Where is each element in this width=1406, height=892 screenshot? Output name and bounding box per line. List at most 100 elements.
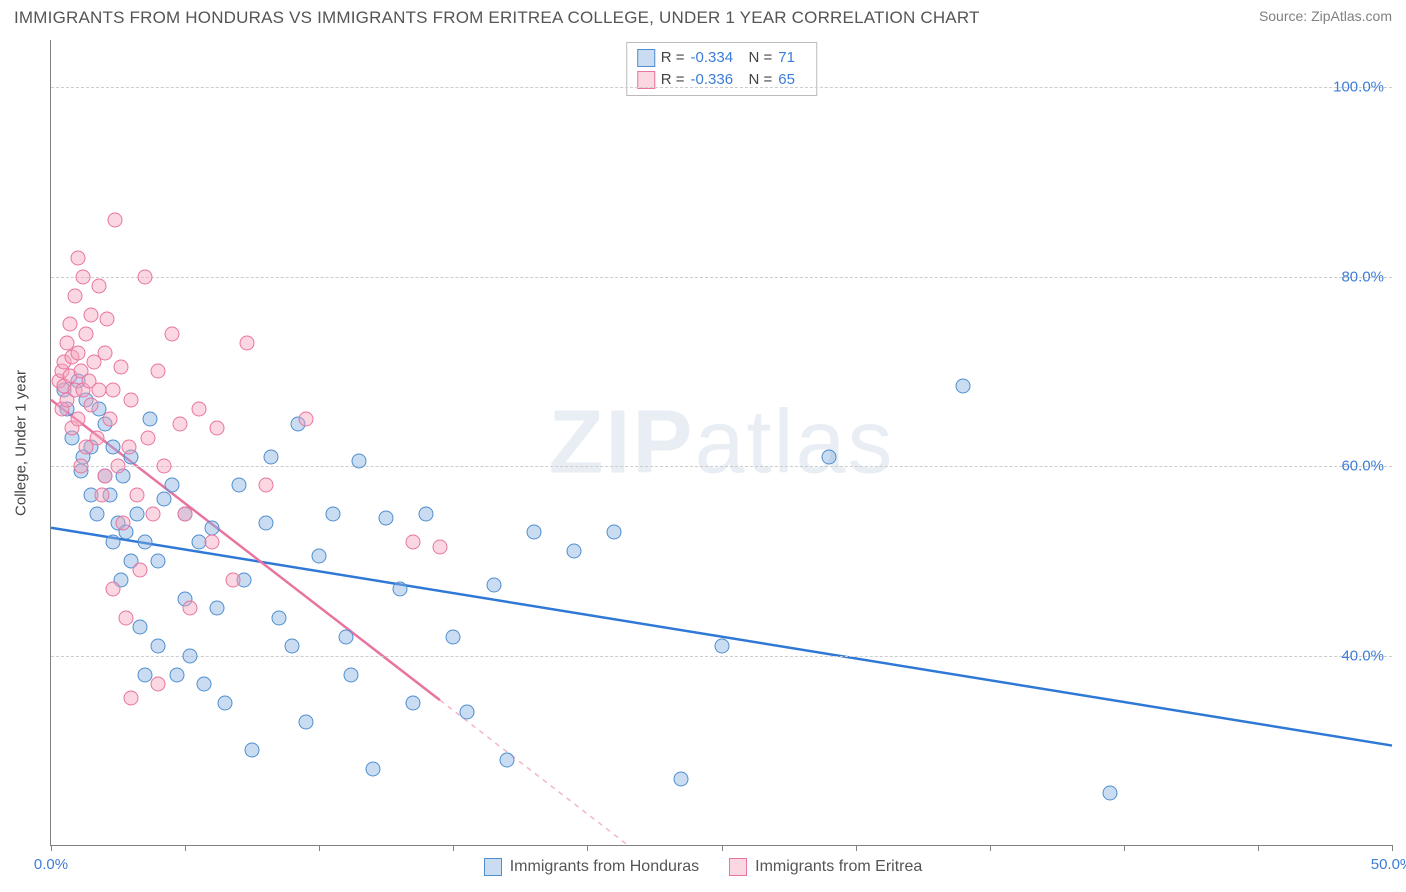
data-point xyxy=(196,677,211,692)
x-tick xyxy=(722,845,723,851)
legend-swatch xyxy=(484,858,502,876)
data-point xyxy=(365,762,380,777)
data-point xyxy=(178,506,193,521)
data-point xyxy=(607,525,622,540)
source-label: Source: ZipAtlas.com xyxy=(1259,8,1392,24)
data-point xyxy=(137,667,152,682)
data-point xyxy=(218,695,233,710)
data-point xyxy=(89,506,104,521)
data-point xyxy=(140,430,155,445)
legend-swatch xyxy=(729,858,747,876)
data-point xyxy=(132,563,147,578)
data-point xyxy=(100,312,115,327)
data-point xyxy=(344,667,359,682)
data-point xyxy=(151,677,166,692)
data-point xyxy=(97,345,112,360)
y-axis-label: College, Under 1 year xyxy=(13,370,30,516)
data-point xyxy=(103,411,118,426)
x-tick xyxy=(51,845,52,851)
data-point xyxy=(325,506,340,521)
data-point xyxy=(183,601,198,616)
data-point xyxy=(151,553,166,568)
data-point xyxy=(137,269,152,284)
data-point xyxy=(151,364,166,379)
data-point xyxy=(129,487,144,502)
data-point xyxy=(210,601,225,616)
data-point xyxy=(258,516,273,531)
data-point xyxy=(78,326,93,341)
gridline xyxy=(51,277,1392,278)
data-point xyxy=(94,487,109,502)
n-label: N = xyxy=(749,47,773,69)
legend-series-label: Immigrants from Eritrea xyxy=(755,858,922,876)
data-point xyxy=(183,648,198,663)
chart-plot-area: College, Under 1 year ZIPatlas R =-0.334… xyxy=(50,40,1392,846)
data-point xyxy=(191,402,206,417)
data-point xyxy=(137,534,152,549)
data-point xyxy=(164,326,179,341)
x-tick xyxy=(1392,845,1393,851)
data-point xyxy=(62,317,77,332)
data-point xyxy=(105,383,120,398)
data-point xyxy=(204,534,219,549)
r-value: -0.334 xyxy=(691,47,743,69)
data-point xyxy=(446,629,461,644)
data-point xyxy=(108,212,123,227)
data-point xyxy=(406,534,421,549)
data-point xyxy=(285,639,300,654)
data-point xyxy=(231,478,246,493)
x-tick xyxy=(1258,845,1259,851)
gridline xyxy=(51,87,1392,88)
data-point xyxy=(566,544,581,559)
data-point xyxy=(339,629,354,644)
data-point xyxy=(271,610,286,625)
n-value: 71 xyxy=(778,47,806,69)
data-point xyxy=(68,288,83,303)
data-point xyxy=(172,416,187,431)
data-point xyxy=(105,440,120,455)
data-point xyxy=(70,250,85,265)
x-tick xyxy=(319,845,320,851)
data-point xyxy=(124,691,139,706)
data-point xyxy=(143,411,158,426)
data-point xyxy=(92,279,107,294)
data-point xyxy=(70,411,85,426)
data-point xyxy=(432,539,447,554)
data-point xyxy=(111,459,126,474)
data-point xyxy=(486,577,501,592)
data-point xyxy=(151,639,166,654)
legend-series-item: Immigrants from Eritrea xyxy=(729,858,922,876)
legend-stats-row: R = -0.334 N =71 xyxy=(637,47,807,69)
data-point xyxy=(84,307,99,322)
data-point xyxy=(352,454,367,469)
data-point xyxy=(105,534,120,549)
data-point xyxy=(499,752,514,767)
data-point xyxy=(263,449,278,464)
x-tick xyxy=(453,845,454,851)
data-point xyxy=(674,771,689,786)
legend-swatch xyxy=(637,49,655,67)
data-point xyxy=(129,506,144,521)
data-point xyxy=(226,572,241,587)
y-tick-label: 100.0% xyxy=(1333,79,1384,96)
x-tick xyxy=(185,845,186,851)
data-point xyxy=(298,411,313,426)
data-point xyxy=(379,511,394,526)
data-point xyxy=(298,714,313,729)
data-point xyxy=(105,582,120,597)
data-point xyxy=(245,743,260,758)
data-point xyxy=(145,506,160,521)
data-point xyxy=(392,582,407,597)
data-point xyxy=(210,421,225,436)
data-point xyxy=(73,459,88,474)
chart-title: IMMIGRANTS FROM HONDURAS VS IMMIGRANTS F… xyxy=(14,8,980,28)
legend-series-label: Immigrants from Honduras xyxy=(510,858,699,876)
data-point xyxy=(76,269,91,284)
x-tick xyxy=(990,845,991,851)
r-label: R = xyxy=(661,47,685,69)
data-point xyxy=(116,516,131,531)
legend-series: Immigrants from Honduras Immigrants from … xyxy=(0,858,1406,876)
data-point xyxy=(406,695,421,710)
data-point xyxy=(70,345,85,360)
data-point xyxy=(119,610,134,625)
